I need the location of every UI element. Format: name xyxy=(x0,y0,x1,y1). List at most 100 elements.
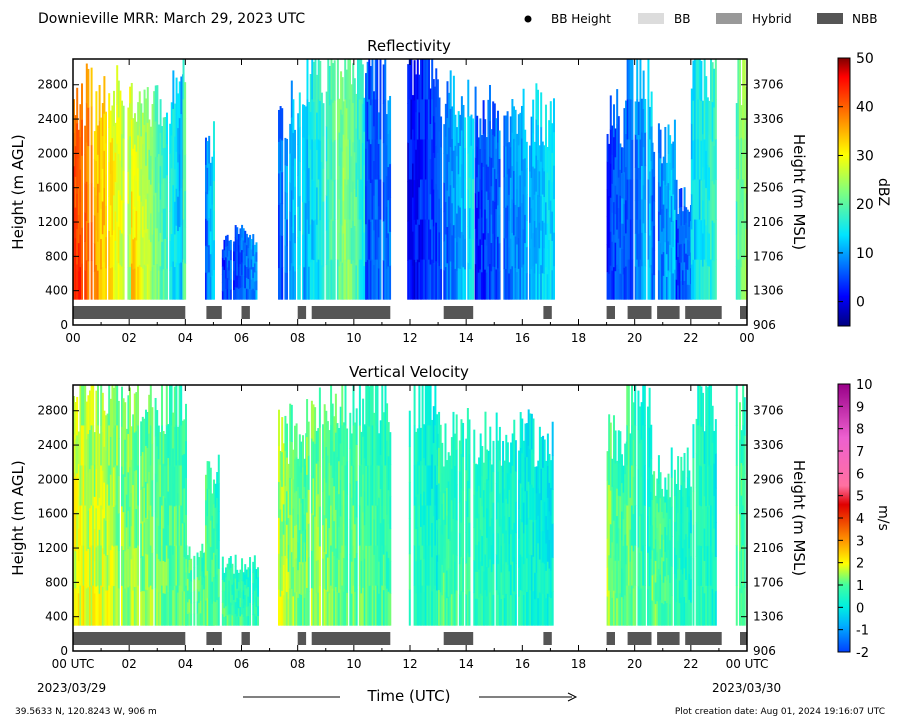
nbb-bar-segment xyxy=(740,632,747,645)
y2-tick-label: 2506 xyxy=(753,507,784,521)
legend-label-bb: BB xyxy=(674,12,690,26)
creation-date-text: Plot creation date: Aug 01, 2024 19:16:0… xyxy=(675,707,885,717)
y2-tick-label: 1306 xyxy=(753,284,784,298)
x-tick-label: 16 xyxy=(515,331,530,345)
y-tick-label: 2800 xyxy=(37,404,68,418)
reflectivity-precip-block xyxy=(233,224,258,300)
reflectivity-precip-block xyxy=(278,80,305,300)
reflectivity-precip-block xyxy=(735,59,747,300)
legend-label-bb-height: BB Height xyxy=(551,12,611,26)
x-tick-label: 12 xyxy=(402,657,417,671)
reflectivity-precip-block xyxy=(435,68,475,300)
x-tick-label: 02 xyxy=(122,331,137,345)
reflectivity-precip-block xyxy=(651,119,676,300)
velocity-nbb-bars xyxy=(73,632,747,645)
nbb-bar-segment xyxy=(241,632,250,645)
reflectivity-precip-block xyxy=(365,59,392,300)
colorbar-tick-label: 3 xyxy=(856,534,864,549)
nbb-bar-segment xyxy=(740,306,747,319)
x-tick-label: 14 xyxy=(459,657,474,671)
nbb-bar-segment xyxy=(443,632,474,645)
y2-tick-label: 3306 xyxy=(753,438,784,452)
reflectivity-precip-block xyxy=(474,83,555,300)
x-tick-label: 06 xyxy=(234,657,249,671)
nbb-bar-segment xyxy=(73,306,186,319)
velocity-y-label: Height (m AGL) xyxy=(9,460,27,575)
velocity-precip-block xyxy=(278,403,308,626)
x-tick-label: 04 xyxy=(178,331,193,345)
reflectivity-panel: Reflectivity 00 02 04 06 08 10 12 14 16 18 20 22 000… xyxy=(9,37,891,345)
x-tick-label: 08 xyxy=(290,657,305,671)
velocity-data-layer xyxy=(73,385,747,626)
y2-tick-label: 1706 xyxy=(753,249,784,263)
x-tick-label: 10 xyxy=(346,657,361,671)
y2-tick-label: 1306 xyxy=(753,610,784,624)
time-arrow-head-icon xyxy=(567,692,578,702)
nbb-bar-segment xyxy=(606,632,615,645)
reflectivity-precip-block xyxy=(129,70,184,300)
colorbar-tick-label: 4 xyxy=(856,512,864,527)
reflectivity-precip-block xyxy=(690,59,717,300)
y2-tick-label: 2906 xyxy=(753,472,784,486)
velocity-title: Vertical Velocity xyxy=(349,363,469,381)
y-tick-label: 1200 xyxy=(37,541,68,555)
velocity-precip-block xyxy=(204,454,220,626)
y-tick-label: 1600 xyxy=(37,181,68,195)
nbb-bar-segment xyxy=(297,306,307,319)
colorbar-tick-label: 8 xyxy=(856,423,864,438)
nbb-bar-segment xyxy=(657,306,680,319)
y-tick-label: 2400 xyxy=(37,112,68,126)
x-tick-label: 02 xyxy=(122,657,137,671)
x-tick-label: 20 xyxy=(627,657,642,671)
x-tick-label: 18 xyxy=(571,657,586,671)
x-tick-label: 00 UTC xyxy=(52,657,95,671)
start-date-label: 2023/03/29 xyxy=(37,681,106,695)
nbb-bar-segment xyxy=(73,632,186,645)
velocity-precip-block xyxy=(735,385,747,626)
x-tick-label: 00 xyxy=(739,331,754,345)
colorbar-tick-label: 0 xyxy=(856,295,865,311)
x-tick-label: 12 xyxy=(402,331,417,345)
y2-tick-label: 2506 xyxy=(753,181,784,195)
x-tick-label: 16 xyxy=(515,657,530,671)
colorbar-tick-label: 5 xyxy=(856,490,864,505)
nbb-bar-segment xyxy=(657,632,680,645)
colorbar-tick-label: 9 xyxy=(856,400,864,415)
nbb-bar-segment xyxy=(606,306,615,319)
colorbar-tick-label: 1 xyxy=(856,579,864,594)
y-tick-label: 400 xyxy=(45,284,68,298)
y-tick-label: 0 xyxy=(60,318,68,332)
reflectivity-colorbar-ticks: 0 10 20 30 40 50 xyxy=(838,51,874,311)
velocity-precip-block xyxy=(221,554,260,626)
colorbar-tick-label: 6 xyxy=(856,467,864,482)
time-axis-label: Time (UTC) xyxy=(367,687,451,705)
nbb-bar-segment xyxy=(297,632,307,645)
colorbar-tick-label: 40 xyxy=(856,100,874,116)
colorbar-tick-label: 10 xyxy=(856,246,874,262)
vertical-velocity-panel: Vertical Velocity 00 UTC 02 04 06 08 10 12 14 16… xyxy=(9,363,891,671)
reflectivity-precip-block xyxy=(182,59,187,300)
velocity-precip-block xyxy=(408,385,440,626)
y-tick-label: 2400 xyxy=(37,438,68,452)
reflectivity-colorbar xyxy=(837,57,851,327)
x-tick-label: 20 xyxy=(627,331,642,345)
legend-label-nbb: NBB xyxy=(852,12,877,26)
end-date-label: 2023/03/30 xyxy=(712,681,781,695)
colorbar-tick-label: -1 xyxy=(856,624,869,639)
y2-tick-label: 2106 xyxy=(753,541,784,555)
nbb-bar-segment xyxy=(311,632,391,645)
reflectivity-precip-block xyxy=(606,89,625,300)
nbb-bar-segment xyxy=(206,632,222,645)
velocity-precip-block xyxy=(692,385,717,626)
colorbar-tick-label: 30 xyxy=(856,148,874,164)
nbb-bar-segment xyxy=(627,632,652,645)
colorbar-tick-label: -2 xyxy=(856,646,869,661)
reflectivity-y2-label: Height (m MSL) xyxy=(790,134,808,250)
y-tick-label: 1600 xyxy=(37,507,68,521)
x-tick-label: 06 xyxy=(234,331,249,345)
nbb-bar-segment xyxy=(206,306,222,319)
nbb-bar-segment xyxy=(543,632,552,645)
plot-title: Downieville MRR: March 29, 2023 UTC xyxy=(38,11,305,27)
